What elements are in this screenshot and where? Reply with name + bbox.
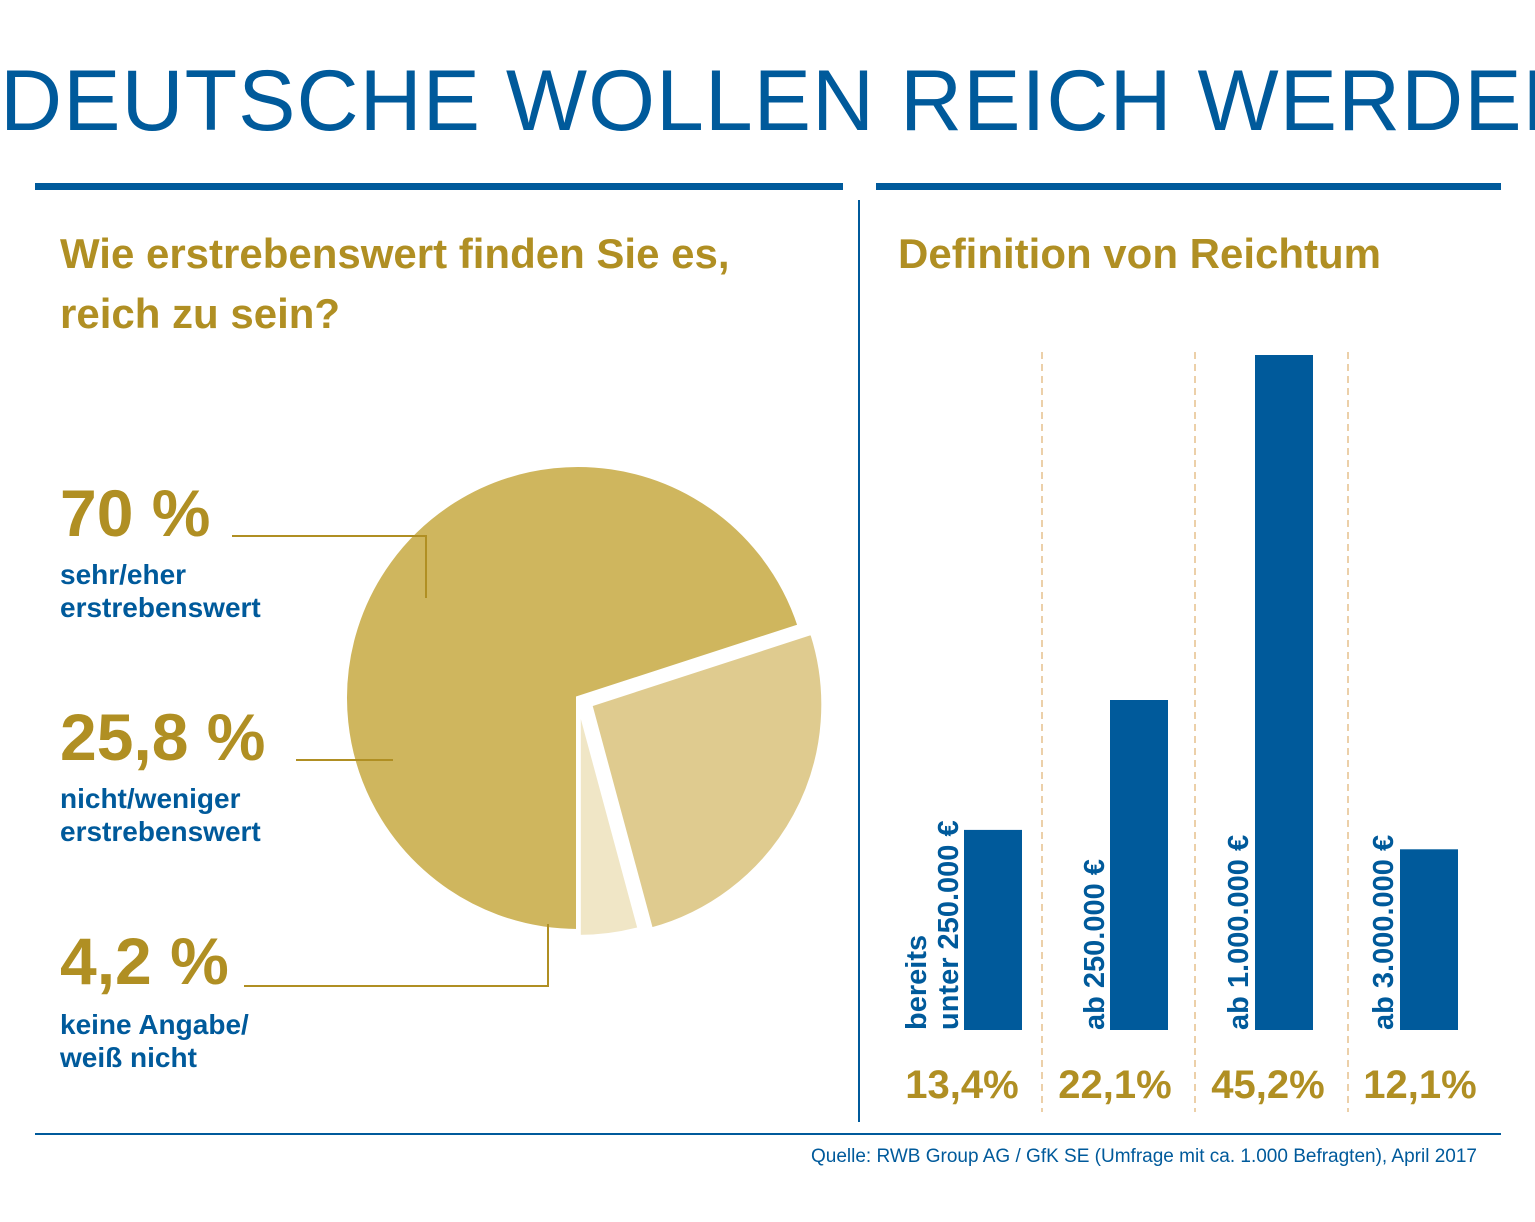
pie-category-label: keine Angabe/ weiß nicht bbox=[60, 1008, 249, 1074]
pie-category-label: sehr/eher erstrebenswert bbox=[60, 558, 261, 624]
pie-slice-keine-angabe bbox=[576, 703, 643, 939]
bar-value-label: 12,1% bbox=[1363, 1063, 1476, 1107]
bar-category-label: unter 250.000 € bbox=[933, 820, 965, 1030]
pie-pct-label: 4,2 % bbox=[60, 924, 229, 998]
bar-dividers bbox=[1041, 352, 1349, 1112]
bar bbox=[1400, 849, 1458, 1030]
pie-category-line: erstrebenswert bbox=[60, 592, 261, 623]
column-divider bbox=[858, 200, 860, 1122]
pie-category-label: nicht/weniger erstrebenswert bbox=[60, 782, 261, 848]
bar bbox=[964, 829, 1022, 1030]
bar-category-label: bereits bbox=[901, 935, 933, 1030]
pie-category-line: keine Angabe/ bbox=[60, 1009, 249, 1040]
bar-chart: 13,4% bereits unter 250.000 € 22,1% ab 250.0… bbox=[901, 355, 1477, 1107]
pie-slice-sehr-eher bbox=[343, 463, 803, 934]
pie-pct-label: 70 % bbox=[60, 476, 211, 550]
bar-category-label: ab 3.000.000 € bbox=[1368, 835, 1400, 1030]
pie-chart bbox=[343, 463, 826, 939]
pie-slice-nicht-weniger bbox=[587, 630, 826, 933]
bar bbox=[1110, 700, 1168, 1030]
left-heading-line-1: Wie erstrebenswert finden Sie es, bbox=[60, 230, 730, 277]
pie-leader-line bbox=[244, 924, 549, 987]
pie-category-line: weiß nicht bbox=[60, 1042, 197, 1073]
page-title: DEUTSCHE WOLLEN REICH WERDEN bbox=[0, 53, 1535, 149]
pie-category-line: sehr/eher bbox=[60, 559, 187, 590]
bar-value-label: 45,2% bbox=[1211, 1063, 1324, 1107]
top-rule-right bbox=[876, 183, 1501, 190]
pie-pct-label: 25,8 % bbox=[60, 700, 266, 774]
left-heading: Wie erstrebenswert finden Sie es, reich … bbox=[60, 224, 730, 344]
left-heading-line-2: reich zu sein? bbox=[60, 290, 341, 337]
pie-category-line: nicht/weniger bbox=[60, 783, 241, 814]
pie-leader-lines bbox=[232, 535, 549, 987]
bottom-rule bbox=[35, 1133, 1501, 1135]
bar bbox=[1255, 355, 1313, 1030]
bar-value-label: 13,4% bbox=[905, 1063, 1018, 1107]
bar-value-label: 22,1% bbox=[1058, 1063, 1171, 1107]
top-rule-left bbox=[35, 183, 843, 190]
bar-category-label: ab 250.000 € bbox=[1079, 859, 1111, 1030]
pie-leader-line bbox=[232, 535, 427, 598]
source-note: Quelle: RWB Group AG / GfK SE (Umfrage m… bbox=[810, 1146, 1477, 1167]
bar-category-label: ab 1.000.000 € bbox=[1223, 835, 1255, 1030]
pie-category-line: erstrebenswert bbox=[60, 816, 261, 847]
right-heading: Definition von Reichtum bbox=[898, 230, 1381, 277]
